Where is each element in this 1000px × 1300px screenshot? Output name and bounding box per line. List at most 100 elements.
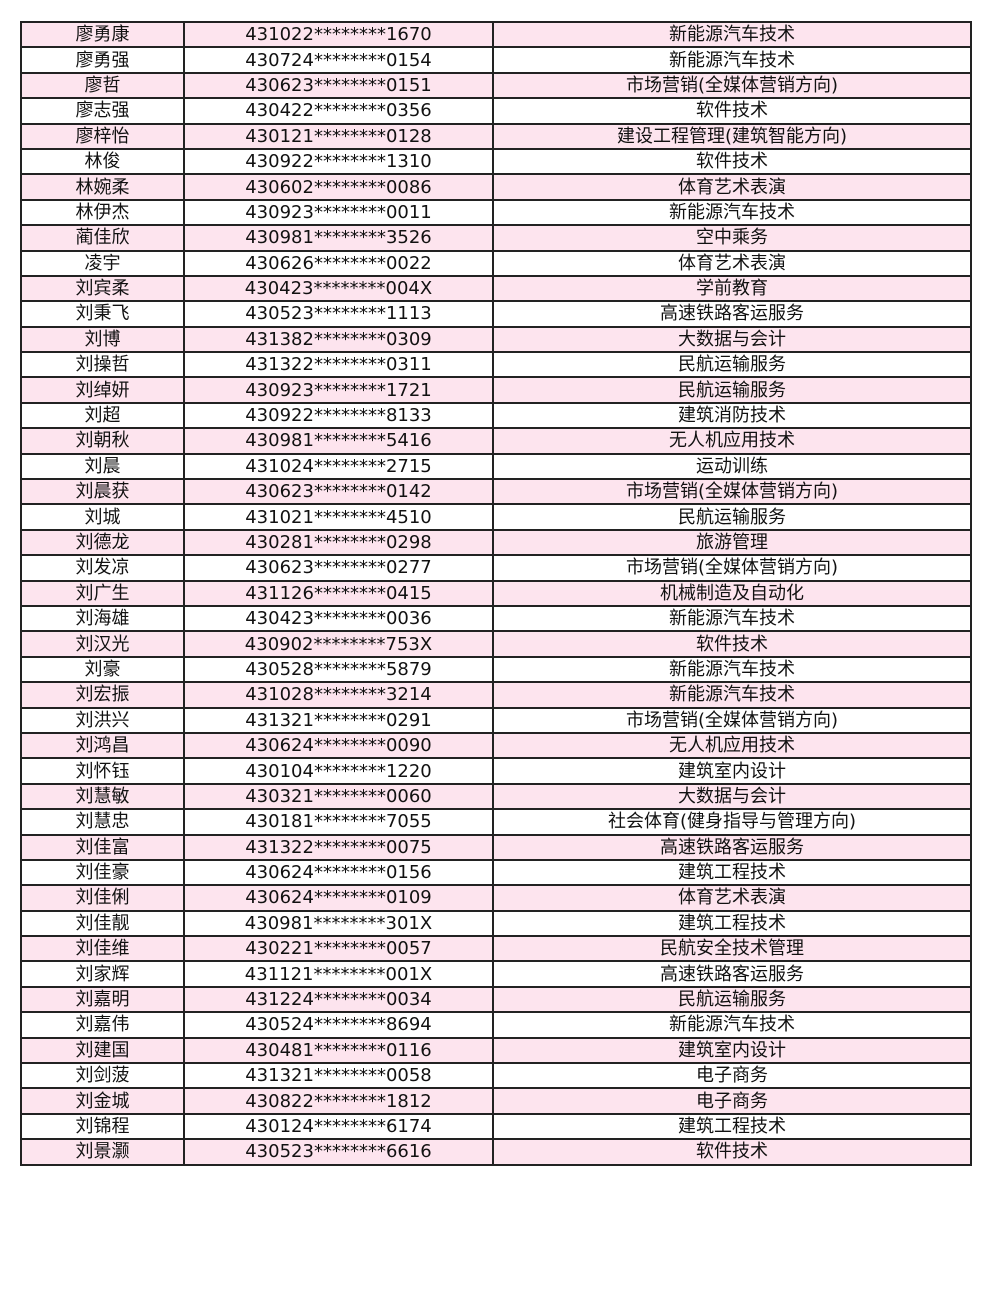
major-cell: 无人机应用技术 [492,731,972,760]
name-cell: 刘秉飞 [20,300,185,328]
name-cell: 刘海雄 [20,604,185,633]
table-row: 刘晨 431024********2715 运动训练 [20,452,972,481]
major-cell: 高速铁路客运服务 [492,960,972,988]
id-number-cell: 431022********1670 [183,20,494,49]
table-body: 廖勇康 431022********1670 新能源汽车技术 廖勇强 430724***… [20,20,972,1166]
name-cell: 刘佳靓 [20,909,185,938]
name-cell: 刘汉光 [20,630,185,658]
id-number-cell: 430523********6616 [183,1138,494,1166]
name-cell: 林婉柔 [20,173,185,201]
id-number-cell: 430981********5416 [183,427,494,455]
id-number-cell: 430481********0116 [183,1036,494,1065]
major-cell: 软件技术 [492,97,972,125]
id-number-cell: 430922********1310 [183,147,494,176]
table-row: 刘海雄 430423********0036 新能源汽车技术 [20,604,972,633]
major-cell: 体育艺术表演 [492,173,972,201]
table-row: 刘朝秋 430981********5416 无人机应用技术 [20,427,972,455]
table-row: 刘家辉 431121********001X 高速铁路客运服务 [20,960,972,988]
table-row: 刘超 430922********8133 建筑消防技术 [20,401,972,430]
id-number-cell: 430922********8133 [183,401,494,430]
major-cell: 民航安全技术管理 [492,935,972,963]
table-row: 刘宏振 431028********3214 新能源汽车技术 [20,681,972,709]
id-number-cell: 430422********0356 [183,97,494,125]
table-row: 廖勇强 430724********0154 新能源汽车技术 [20,46,972,74]
name-cell: 刘晨 [20,452,185,481]
major-cell: 新能源汽车技术 [492,681,972,709]
name-cell: 廖勇强 [20,46,185,74]
table-row: 林俊 430922********1310 软件技术 [20,147,972,176]
major-cell: 高速铁路客运服务 [492,833,972,861]
table-row: 廖哲 430623********0151 市场营销(全媒体营销方向) [20,71,972,100]
table-row: 刘剑菠 431321********0058 电子商务 [20,1062,972,1090]
major-cell: 机械制造及自动化 [492,579,972,607]
id-number-cell: 430524********8694 [183,1011,494,1039]
id-number-cell: 431126********0415 [183,579,494,607]
major-cell: 运动训练 [492,452,972,481]
name-cell: 廖志强 [20,97,185,125]
id-number-cell: 430181********7055 [183,808,494,836]
id-number-cell: 430423********004X [183,274,494,303]
id-number-cell: 430981********3526 [183,224,494,252]
id-number-cell: 430724********0154 [183,46,494,74]
major-cell: 民航运输服务 [492,376,972,404]
name-cell: 刘宏振 [20,681,185,709]
major-cell: 电子商务 [492,1062,972,1090]
student-table: 廖勇康 431022********1670 新能源汽车技术 廖勇强 430724***… [20,20,972,1166]
id-number-cell: 431322********0075 [183,833,494,861]
table-row: 刘德龙 430281********0298 旅游管理 [20,528,972,557]
name-cell: 廖梓怡 [20,122,185,150]
id-number-cell: 430624********0090 [183,731,494,760]
major-cell: 社会体育(健身指导与管理方向) [492,808,972,836]
id-number-cell: 430528********5879 [183,655,494,684]
major-cell: 建设工程管理(建筑智能方向) [492,122,972,150]
name-cell: 刘慧敏 [20,782,185,811]
table-row: 刘发凉 430623********0277 市场营销(全媒体营销方向) [20,554,972,582]
table-row: 刘汉光 430902********753X 软件技术 [20,630,972,658]
table-row: 刘怀钰 430104********1220 建筑室内设计 [20,757,972,785]
name-cell: 刘宾柔 [20,274,185,303]
name-cell: 刘博 [20,325,185,354]
name-cell: 刘怀钰 [20,757,185,785]
name-cell: 刘洪兴 [20,706,185,734]
table-row: 刘洪兴 431321********0291 市场营销(全媒体营销方向) [20,706,972,734]
major-cell: 建筑工程技术 [492,858,972,887]
major-cell: 民航运输服务 [492,985,972,1014]
name-cell: 刘绰妍 [20,376,185,404]
name-cell: 廖勇康 [20,20,185,49]
name-cell: 刘佳富 [20,833,185,861]
name-cell: 刘广生 [20,579,185,607]
id-number-cell: 430281********0298 [183,528,494,557]
name-cell: 刘鸿昌 [20,731,185,760]
name-cell: 刘剑菠 [20,1062,185,1090]
table-row: 刘慧敏 430321********0060 大数据与会计 [20,782,972,811]
major-cell: 高速铁路客运服务 [492,300,972,328]
name-cell: 刘嘉伟 [20,1011,185,1039]
id-number-cell: 431322********0311 [183,351,494,379]
name-cell: 蔺佳欣 [20,224,185,252]
table-row: 刘佳富 431322********0075 高速铁路客运服务 [20,833,972,861]
table-row: 林伊杰 430923********0011 新能源汽车技术 [20,198,972,227]
name-cell: 林伊杰 [20,198,185,227]
major-cell: 新能源汽车技术 [492,46,972,74]
major-cell: 建筑工程技术 [492,1112,972,1141]
name-cell: 刘锦程 [20,1112,185,1141]
name-cell: 刘佳维 [20,935,185,963]
id-number-cell: 430121********0128 [183,122,494,150]
table-row: 刘建国 430481********0116 建筑室内设计 [20,1036,972,1065]
table-row: 刘慧忠 430181********7055 社会体育(健身指导与管理方向) [20,808,972,836]
major-cell: 空中乘务 [492,224,972,252]
id-number-cell: 431321********0291 [183,706,494,734]
major-cell: 体育艺术表演 [492,249,972,277]
id-number-cell: 430124********6174 [183,1112,494,1141]
major-cell: 市场营销(全媒体营销方向) [492,706,972,734]
id-number-cell: 430423********0036 [183,604,494,633]
table-row: 刘绰妍 430923********1721 民航运输服务 [20,376,972,404]
table-row: 林婉柔 430602********0086 体育艺术表演 [20,173,972,201]
major-cell: 建筑消防技术 [492,401,972,430]
id-number-cell: 431382********0309 [183,325,494,354]
major-cell: 新能源汽车技术 [492,1011,972,1039]
id-number-cell: 431028********3214 [183,681,494,709]
name-cell: 刘德龙 [20,528,185,557]
table-row: 刘锦程 430124********6174 建筑工程技术 [20,1112,972,1141]
major-cell: 市场营销(全媒体营销方向) [492,71,972,100]
